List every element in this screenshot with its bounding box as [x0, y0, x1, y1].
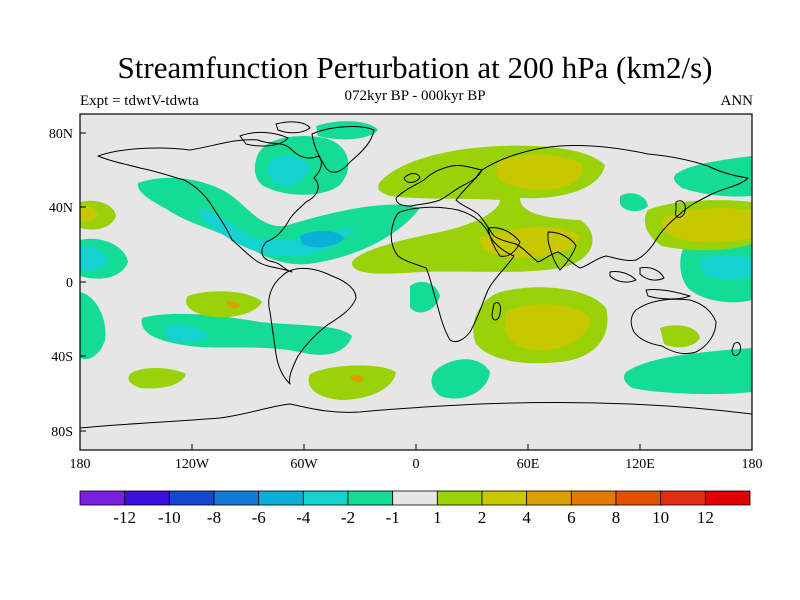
- coastline-madagascar: [491, 301, 501, 321]
- contour-fill: [308, 365, 396, 400]
- coastline-north-america: [97, 139, 322, 273]
- colorbar-swatch: [481, 490, 528, 506]
- colorbar-label: -2: [341, 508, 355, 527]
- colorbar-swatch: [258, 490, 304, 506]
- colorbar-swatch: [302, 490, 349, 506]
- colorbar-label: -8: [207, 508, 221, 527]
- contour-fill: [137, 177, 421, 265]
- experiment-label: Expt = tdwtV-tdwta: [80, 93, 199, 109]
- y-tick-label: 80S: [51, 425, 73, 440]
- colorbar: -12 -10 -8 -6 -4 -2 -1 1 2 4 6 8 10 12: [79, 490, 751, 527]
- y-tick-label: 40N: [49, 201, 73, 216]
- contour-fill: [700, 255, 752, 280]
- coastline-south-america: [268, 267, 357, 385]
- colorbar-label: 12: [697, 508, 714, 527]
- colorbar-swatch: [660, 490, 706, 506]
- coastline-greenland: [311, 126, 375, 173]
- x-tick-label: 60W: [290, 457, 318, 472]
- contour-fill: [186, 291, 262, 318]
- x-tick-label: 60E: [517, 457, 540, 472]
- coastline-new-zealand: [731, 341, 741, 357]
- positive-strong-core: [226, 301, 364, 383]
- colorbar-label: 6: [567, 508, 576, 527]
- contour-fill: [350, 375, 364, 383]
- contour-fill: [80, 245, 108, 271]
- time-range-label: 072kyr BP - 000kyr BP: [344, 88, 486, 104]
- contour-fill: [165, 324, 210, 343]
- y-tick-label: 0: [66, 276, 73, 291]
- colorbar-swatch: [392, 490, 438, 506]
- contour-fill: [226, 301, 240, 309]
- contour-fill: [316, 121, 378, 140]
- y-tick-label: 80N: [49, 127, 73, 142]
- colorbar-swatch: [79, 490, 126, 506]
- colorbar-swatch: [615, 490, 662, 506]
- coastline-maritime-asia: [609, 267, 691, 300]
- coastline-asia: [455, 144, 749, 269]
- colorbar-swatch: [570, 490, 617, 506]
- contour-fill: [624, 348, 752, 395]
- coastline-india: [547, 231, 577, 271]
- contour-fill: [496, 154, 583, 190]
- colorbar-label: -6: [252, 508, 266, 527]
- contour-fill: [268, 155, 310, 186]
- colorbar-label: 2: [478, 508, 487, 527]
- x-tick-label: 0: [413, 457, 420, 472]
- coastlines: [80, 121, 752, 429]
- colorbar-label: 1: [433, 508, 442, 527]
- contour-fill: [431, 359, 490, 399]
- contour-fill: [80, 292, 106, 360]
- colorbar-swatch: [436, 490, 483, 506]
- colorbar-label: 8: [612, 508, 621, 527]
- y-tick-label: 40S: [51, 350, 73, 365]
- colorbar-swatch: [526, 490, 572, 506]
- contour-fill: [80, 205, 98, 222]
- coastline-japan: [675, 200, 686, 218]
- plot-title: Streamfunction Perturbation at 200 hPa (…: [117, 50, 713, 85]
- coastline-arabia: [487, 227, 521, 257]
- contour-fill: [479, 227, 580, 258]
- coastline-arctic-islands: [239, 121, 311, 147]
- contour-fill: [141, 313, 352, 355]
- coastline-antarctica: [80, 402, 752, 429]
- tick-marks: [79, 132, 753, 450]
- season-label: ANN: [720, 93, 754, 109]
- coastline-europe: [395, 165, 483, 207]
- colorbar-label: -12: [113, 508, 136, 527]
- x-tick-label: 120E: [625, 457, 655, 472]
- contour-fill: [504, 304, 590, 350]
- x-tick-label: 180: [742, 457, 763, 472]
- contour-fill: [128, 368, 186, 389]
- colorbar-label: 4: [522, 508, 531, 527]
- coastline-australia: [630, 298, 717, 355]
- colorbar-swatch: [124, 490, 170, 506]
- colorbar-label: -4: [296, 508, 311, 527]
- positive-core-regions: [80, 154, 752, 350]
- colorbar-swatch: [213, 490, 260, 506]
- map-area: [80, 114, 752, 450]
- coastline-africa: [390, 206, 515, 343]
- colorbar-label: -10: [158, 508, 181, 527]
- contour-fill: [662, 208, 752, 243]
- colorbar-label: 10: [652, 508, 669, 527]
- x-tick-label: 120W: [175, 457, 210, 472]
- colorbar-swatch: [168, 490, 215, 506]
- contour-fill: [620, 193, 648, 212]
- contour-fill: [660, 325, 700, 348]
- contour-fill: [300, 230, 345, 248]
- x-tick-label: 180: [70, 457, 91, 472]
- colorbar-label: -1: [386, 508, 400, 527]
- colorbar-swatch: [347, 490, 394, 506]
- negative-strong-core: [300, 230, 345, 248]
- colorbar-swatch: [704, 490, 751, 506]
